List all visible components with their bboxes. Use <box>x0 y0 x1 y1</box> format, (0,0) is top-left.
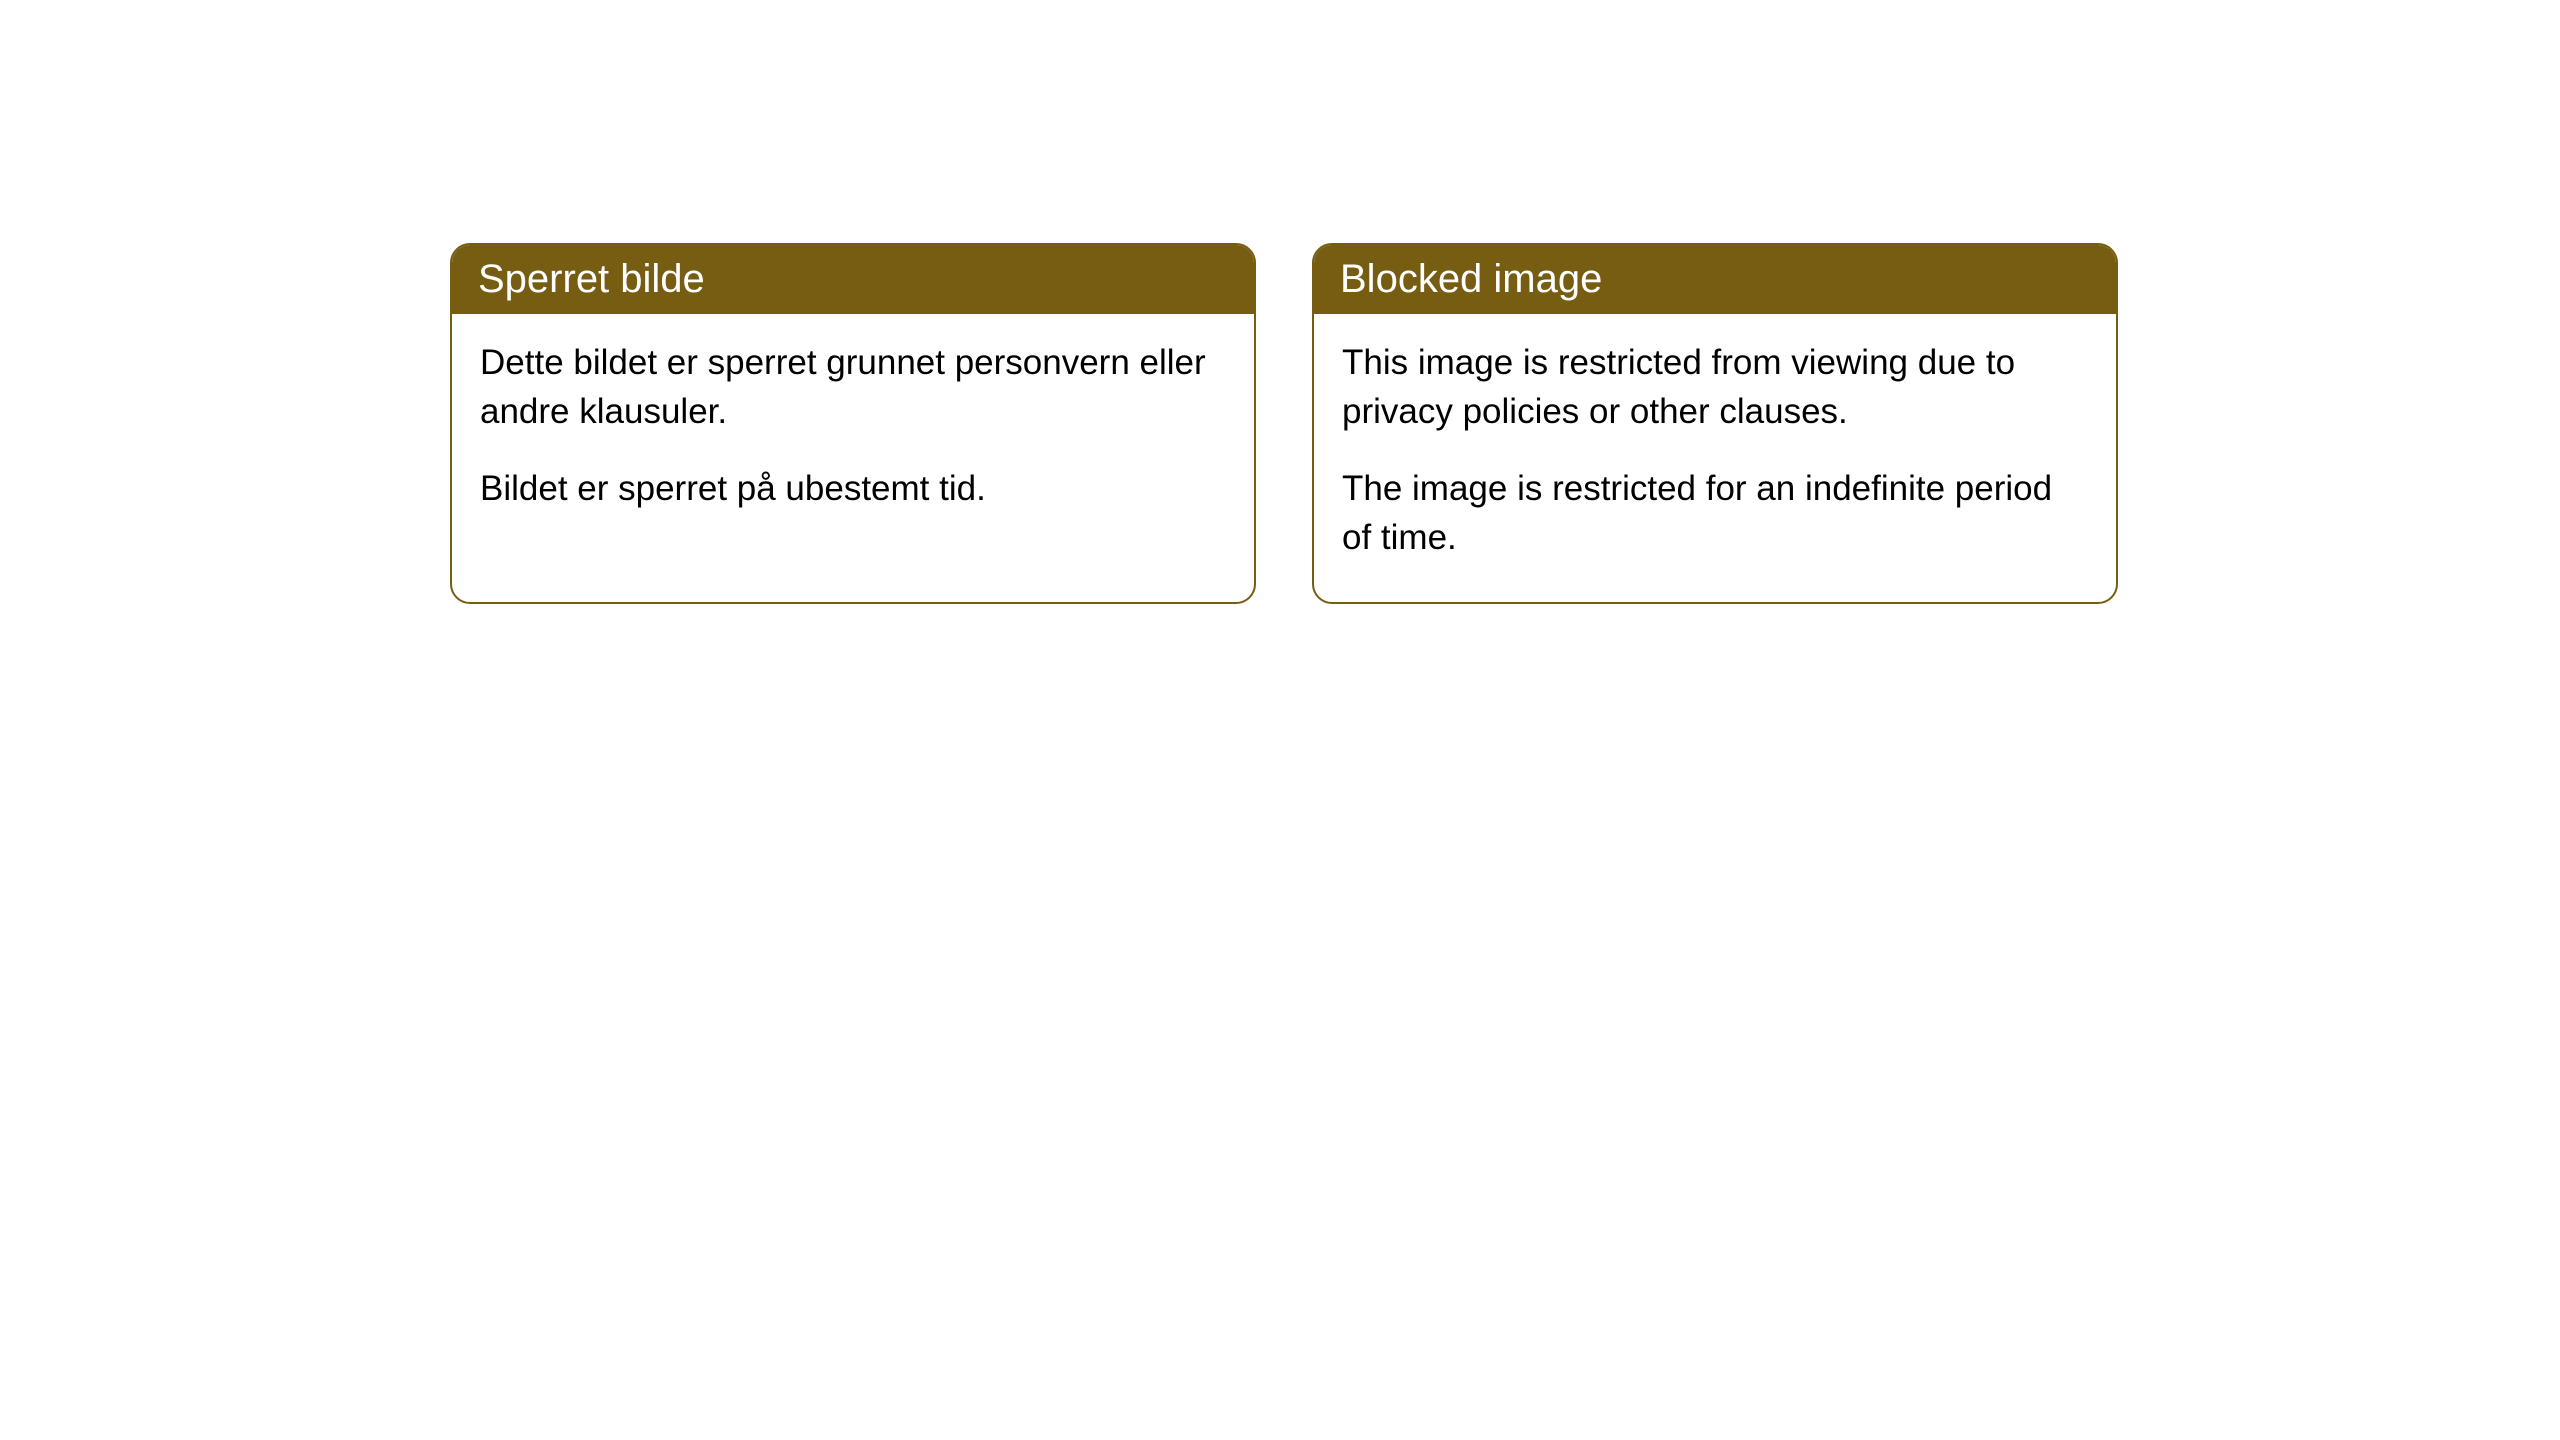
card-paragraph-2: Bildet er sperret på ubestemt tid. <box>480 464 1226 513</box>
card-header: Sperret bilde <box>452 245 1254 314</box>
card-body: Dette bildet er sperret grunnet personve… <box>452 314 1254 553</box>
card-body: This image is restricted from viewing du… <box>1314 314 2116 602</box>
card-header: Blocked image <box>1314 245 2116 314</box>
blocked-image-card-english: Blocked image This image is restricted f… <box>1312 243 2118 604</box>
card-paragraph-1: Dette bildet er sperret grunnet personve… <box>480 338 1226 436</box>
notice-container: Sperret bilde Dette bildet er sperret gr… <box>450 243 2118 604</box>
card-title: Blocked image <box>1340 257 1602 301</box>
card-paragraph-1: This image is restricted from viewing du… <box>1342 338 2088 436</box>
card-paragraph-2: The image is restricted for an indefinit… <box>1342 464 2088 562</box>
blocked-image-card-norwegian: Sperret bilde Dette bildet er sperret gr… <box>450 243 1256 604</box>
card-title: Sperret bilde <box>478 257 705 301</box>
